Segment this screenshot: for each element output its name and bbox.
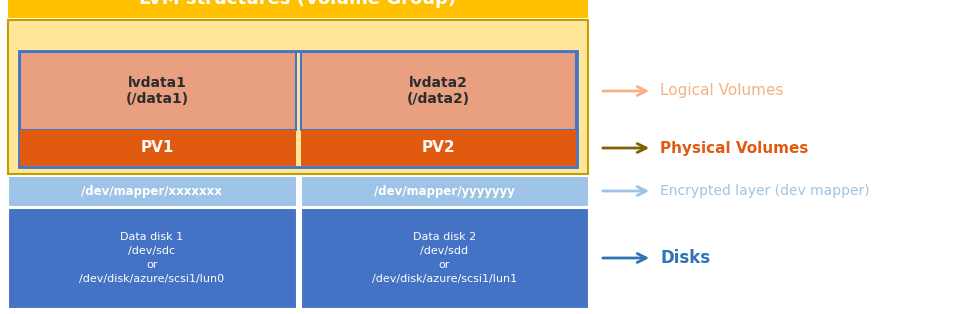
Text: lvdata1
(/data1): lvdata1 (/data1) (126, 76, 190, 106)
FancyBboxPatch shape (20, 52, 295, 130)
Text: Logical Volumes: Logical Volumes (660, 84, 783, 99)
FancyBboxPatch shape (20, 130, 295, 166)
Text: Data disk 1
/dev/sdc
or
/dev/disk/azure/scsi1/lun0: Data disk 1 /dev/sdc or /dev/disk/azure/… (79, 232, 225, 284)
FancyBboxPatch shape (300, 130, 576, 166)
Text: lvdata2
(/data2): lvdata2 (/data2) (407, 76, 469, 106)
Text: Encrypted layer (dev mapper): Encrypted layer (dev mapper) (660, 184, 869, 198)
FancyBboxPatch shape (8, 20, 588, 174)
Text: PV2: PV2 (421, 140, 455, 155)
Text: Data disk 2
/dev/sdd
or
/dev/disk/azure/scsi1/lun1: Data disk 2 /dev/sdd or /dev/disk/azure/… (372, 232, 517, 284)
Text: Physical Volumes: Physical Volumes (660, 140, 808, 155)
FancyBboxPatch shape (300, 52, 576, 130)
Text: Disks: Disks (660, 249, 711, 267)
Text: /dev/mapper/yyyyyyy: /dev/mapper/yyyyyyy (374, 185, 515, 198)
Text: PV1: PV1 (141, 140, 174, 155)
Text: /dev/mapper/xxxxxxx: /dev/mapper/xxxxxxx (81, 185, 223, 198)
FancyBboxPatch shape (8, 0, 588, 18)
FancyBboxPatch shape (8, 208, 295, 308)
FancyBboxPatch shape (300, 208, 588, 308)
FancyBboxPatch shape (8, 176, 295, 206)
Text: LVM structures (Volume Group): LVM structures (Volume Group) (139, 0, 457, 8)
FancyBboxPatch shape (300, 176, 588, 206)
